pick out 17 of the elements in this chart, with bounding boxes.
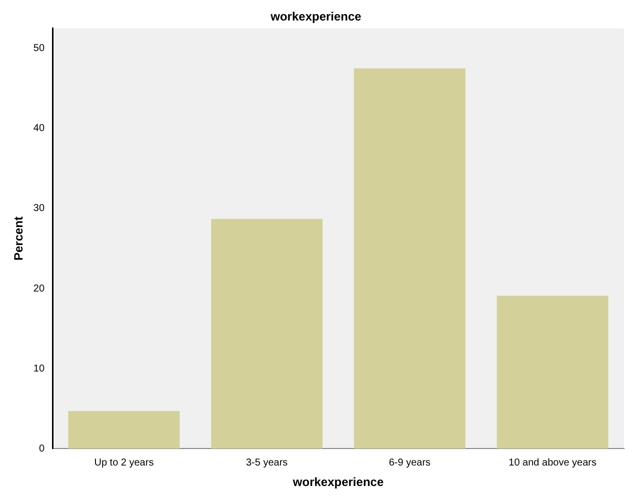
y-tick-label: 20	[33, 283, 45, 294]
y-tick-label: 30	[33, 203, 45, 214]
bar	[68, 410, 180, 449]
bar	[496, 296, 608, 449]
x-axis-title: workexperience	[292, 475, 384, 490]
x-tick-label: 3-5 years	[246, 457, 288, 468]
y-tick-label: 0	[38, 443, 45, 454]
x-tick-label: Up to 2 years	[94, 457, 154, 468]
bar	[354, 68, 466, 449]
x-tick-label: 10 and above years	[508, 457, 596, 468]
x-tick-label: 6-9 years	[388, 457, 431, 468]
y-axis-title: Percent	[12, 216, 26, 261]
bar	[211, 218, 323, 449]
y-tick-label: 50	[33, 43, 45, 54]
y-tick-label: 40	[33, 123, 45, 134]
chart-title: workexperience	[270, 10, 362, 24]
y-tick-label: 10	[33, 363, 45, 374]
